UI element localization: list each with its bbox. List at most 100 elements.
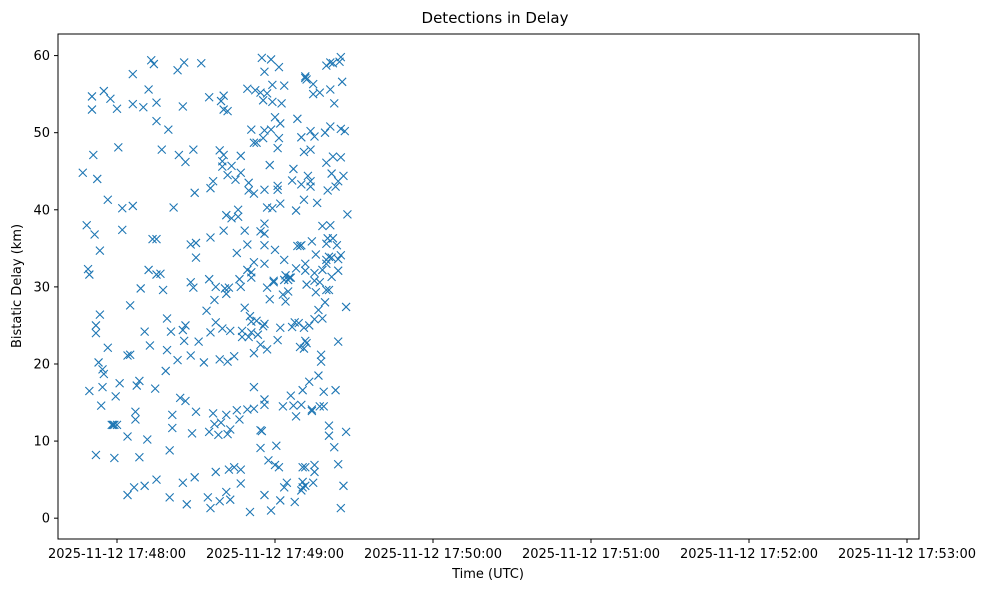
data-point: [236, 282, 246, 292]
data-point: [244, 186, 254, 195]
data-point: [278, 290, 288, 299]
data-point: [242, 84, 252, 94]
data-point: [328, 233, 338, 243]
data-point: [178, 478, 188, 488]
data-point: [279, 482, 289, 492]
data-point: [291, 263, 301, 273]
data-point: [244, 332, 254, 342]
data-point: [327, 253, 337, 262]
data-point: [246, 327, 256, 337]
data-point: [328, 152, 338, 161]
data-point: [103, 195, 113, 205]
data-point: [258, 321, 268, 331]
data-point: [246, 273, 256, 283]
data-point: [315, 277, 325, 287]
data-point: [215, 496, 225, 506]
data-point: [333, 459, 343, 469]
data-point: [157, 145, 167, 155]
y-tick-label: 20: [33, 357, 50, 372]
data-point: [281, 297, 290, 306]
data-point: [152, 234, 161, 244]
x-tick-label: 2025-11-12 17:49:00: [206, 547, 344, 562]
data-point: [285, 273, 294, 283]
data-point: [91, 450, 101, 460]
data-point: [216, 418, 226, 427]
data-point: [233, 205, 243, 215]
data-point: [325, 220, 335, 230]
data-point: [233, 212, 243, 222]
data-point: [221, 289, 231, 299]
data-point: [181, 396, 190, 406]
data-point: [260, 259, 269, 269]
data-point: [125, 301, 135, 310]
data-point: [336, 124, 346, 134]
data-point: [256, 340, 265, 350]
data-point: [279, 81, 289, 91]
data-point: [258, 133, 268, 143]
y-tick-label: 30: [33, 280, 50, 295]
data-point: [306, 182, 315, 192]
data-point: [204, 427, 214, 437]
data-point: [310, 276, 319, 286]
data-point: [273, 181, 283, 191]
data-point: [336, 250, 346, 260]
data-point: [287, 322, 297, 332]
data-point: [298, 482, 308, 492]
data-point: [245, 311, 255, 321]
data-point: [257, 53, 267, 63]
data-point: [219, 226, 229, 235]
data-point: [339, 171, 348, 181]
data-point: [224, 283, 234, 293]
data-point: [240, 226, 250, 235]
data-point: [92, 174, 102, 184]
data-point: [223, 429, 232, 439]
data-point: [302, 338, 311, 348]
data-point: [152, 98, 161, 108]
data-point: [249, 138, 259, 148]
chart-title: Detections in Delay: [422, 9, 569, 27]
data-point: [203, 492, 213, 502]
data-point: [245, 507, 255, 517]
data-point: [188, 145, 198, 155]
data-point: [277, 99, 286, 108]
data-point: [260, 240, 269, 250]
data-point: [289, 401, 298, 411]
data-point: [181, 157, 190, 167]
data-point: [327, 169, 337, 178]
data-point: [333, 254, 343, 264]
data-point: [131, 407, 140, 417]
data-point: [196, 58, 206, 68]
data-point: [235, 274, 244, 284]
data-point: [282, 478, 292, 488]
data-point: [264, 455, 273, 465]
data-point: [266, 55, 276, 64]
data-point: [182, 499, 192, 509]
data-point: [158, 285, 168, 295]
data-point: [298, 462, 308, 472]
data-point: [242, 265, 252, 275]
data-point: [169, 203, 179, 212]
data-point: [310, 460, 319, 470]
data-point: [324, 421, 334, 431]
data-point: [161, 366, 171, 376]
data-point: [237, 332, 247, 342]
data-point: [217, 162, 227, 171]
data-point: [211, 282, 221, 292]
data-point: [329, 442, 339, 452]
data-point: [221, 210, 231, 220]
data-point: [260, 319, 269, 329]
data-point: [173, 355, 182, 365]
data-point: [291, 412, 301, 421]
data-point: [249, 257, 259, 267]
data-point: [302, 75, 311, 84]
data-point: [191, 407, 201, 417]
data-point: [316, 350, 326, 360]
y-tick-label: 50: [33, 126, 50, 141]
data-point: [299, 195, 309, 205]
data-point: [310, 314, 319, 324]
data-point: [260, 185, 269, 195]
data-point: [109, 453, 119, 463]
data-point: [217, 324, 227, 333]
data-point: [236, 479, 246, 488]
data-point: [229, 351, 239, 361]
